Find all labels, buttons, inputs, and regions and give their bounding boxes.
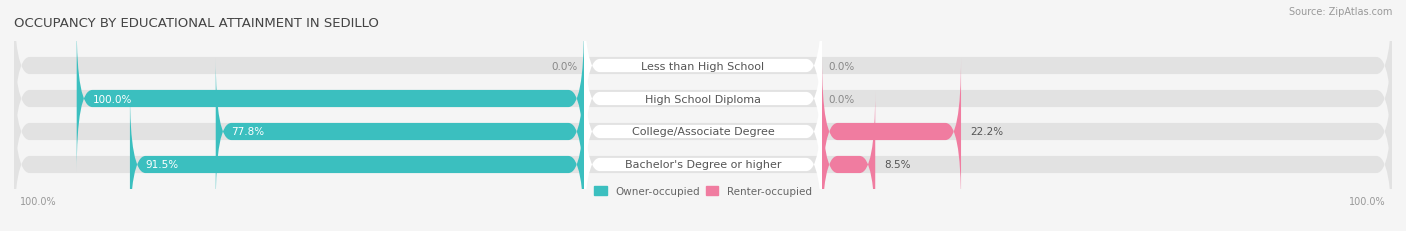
FancyBboxPatch shape (583, 89, 823, 231)
Text: 100.0%: 100.0% (93, 94, 132, 104)
Text: Less than High School: Less than High School (641, 61, 765, 71)
FancyBboxPatch shape (14, 25, 1392, 173)
Text: 100.0%: 100.0% (20, 197, 58, 207)
Text: High School Diploma: High School Diploma (645, 94, 761, 104)
Text: OCCUPANCY BY EDUCATIONAL ATTAINMENT IN SEDILLO: OCCUPANCY BY EDUCATIONAL ATTAINMENT IN S… (14, 17, 380, 30)
FancyBboxPatch shape (77, 25, 583, 173)
FancyBboxPatch shape (823, 91, 875, 231)
FancyBboxPatch shape (14, 58, 1392, 206)
FancyBboxPatch shape (215, 58, 583, 206)
Text: Bachelor's Degree or higher: Bachelor's Degree or higher (624, 160, 782, 170)
FancyBboxPatch shape (823, 58, 962, 206)
FancyBboxPatch shape (14, 91, 1392, 231)
Text: College/Associate Degree: College/Associate Degree (631, 127, 775, 137)
FancyBboxPatch shape (583, 24, 823, 175)
FancyBboxPatch shape (129, 91, 583, 231)
Legend: Owner-occupied, Renter-occupied: Owner-occupied, Renter-occupied (595, 186, 811, 196)
FancyBboxPatch shape (583, 0, 823, 142)
Text: Source: ZipAtlas.com: Source: ZipAtlas.com (1288, 7, 1392, 17)
Text: 8.5%: 8.5% (884, 160, 911, 170)
Text: 100.0%: 100.0% (1348, 197, 1386, 207)
Text: 0.0%: 0.0% (828, 94, 855, 104)
Text: 22.2%: 22.2% (970, 127, 1004, 137)
Text: 0.0%: 0.0% (828, 61, 855, 71)
Text: 77.8%: 77.8% (232, 127, 264, 137)
FancyBboxPatch shape (14, 0, 1392, 140)
Text: 91.5%: 91.5% (146, 160, 179, 170)
Text: 0.0%: 0.0% (551, 61, 578, 71)
FancyBboxPatch shape (583, 56, 823, 207)
